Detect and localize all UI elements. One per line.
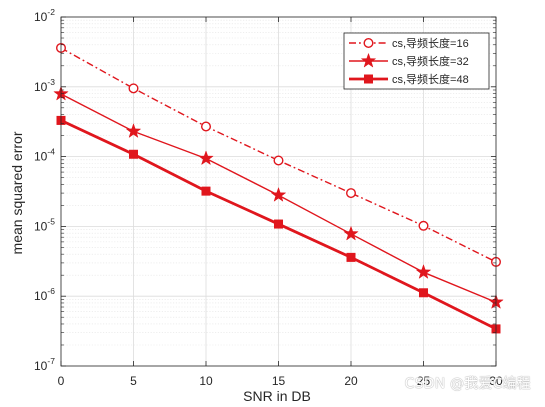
series-3-point [129, 149, 139, 159]
y-tick-label: 10-4 [34, 147, 55, 164]
y-tick-label: 10-3 [34, 77, 55, 94]
x-tick-label: 10 [199, 374, 213, 388]
legend-swatch-marker [363, 74, 373, 84]
axis-ticks [60, 16, 497, 367]
legend-swatch-marker [360, 52, 377, 68]
series-3-point [273, 219, 283, 229]
series-1-point [418, 220, 429, 231]
series-2-point [415, 264, 432, 279]
x-tick-label: 0 [58, 374, 65, 388]
watermark: CSDN @我爱C编程 [404, 376, 531, 392]
series-3-point [201, 186, 211, 196]
x-tick-label: 25 [417, 374, 431, 388]
series-layer [53, 42, 504, 334]
y-tick-label: 10-6 [34, 286, 55, 303]
legend-label: cs,导频长度=32 [392, 54, 469, 68]
series-2-point [343, 225, 359, 241]
y-tick-label: 10-2 [34, 7, 55, 24]
y-axis-label: mean squared error [9, 131, 25, 254]
legend-swatch-marker [363, 38, 374, 49]
x-tick-label: 30 [489, 374, 503, 388]
x-tick-label: 15 [272, 374, 286, 388]
x-tick-label: 5 [130, 374, 137, 388]
y-tick-label: 10-5 [34, 216, 55, 233]
series-1-point [200, 121, 211, 132]
series-3-point [418, 288, 428, 298]
series-2-point [270, 186, 287, 202]
x-axis-label: SNR in DB [243, 388, 311, 404]
y-tick-label: 10-7 [34, 356, 55, 373]
series-2-point [125, 123, 142, 139]
y-tick-labels: 10-7 10-6 10-5 10-4 10-3 10-2 [34, 7, 55, 373]
series-1-point [128, 83, 139, 94]
series-1-point [346, 188, 357, 199]
legend-label: cs,导频长度=16 [392, 36, 469, 50]
x-tick-labels: 0 5 10 15 20 25 30 [58, 374, 503, 388]
series-2-point [198, 150, 214, 166]
x-tick-label: 20 [344, 374, 358, 388]
legend-label: cs,导频长度=48 [392, 72, 469, 86]
series-1-point [273, 155, 284, 166]
series-3-point [346, 252, 356, 262]
legend: cs,导频长度=16 cs,导频长度=32 cs,导频长度=48 [343, 32, 490, 90]
